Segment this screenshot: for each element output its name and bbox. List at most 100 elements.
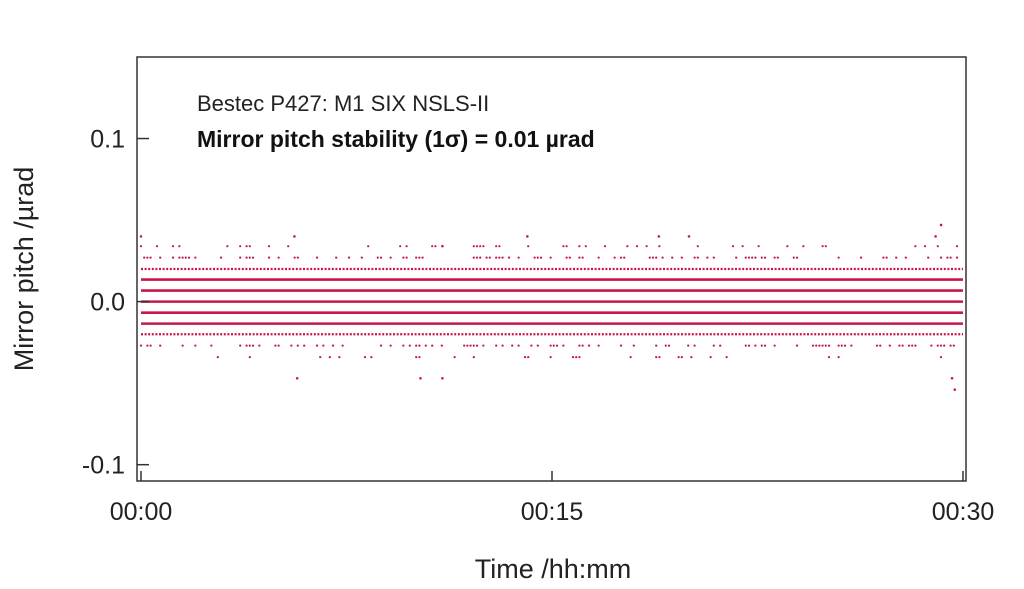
- data-point: [949, 256, 952, 259]
- data-point-outlier: [293, 235, 296, 238]
- data-point: [898, 344, 901, 347]
- x-tick-label: 00:30: [932, 498, 995, 526]
- data-point: [680, 356, 683, 359]
- data-point: [936, 344, 939, 347]
- data-point: [923, 245, 927, 248]
- data-point: [562, 344, 565, 347]
- data-point: [754, 344, 757, 347]
- data-point: [402, 344, 405, 347]
- data-point: [824, 245, 827, 248]
- data-point: [274, 344, 277, 347]
- data-point: [821, 245, 824, 248]
- data-point: [680, 256, 683, 259]
- data-point: [875, 344, 879, 347]
- data-point: [405, 256, 408, 259]
- data-point: [901, 344, 904, 347]
- axis-ticks: 00:00 00:15 00:30 0.1 0.0 -0.1: [82, 126, 994, 526]
- data-point: [475, 344, 479, 347]
- data-point: [843, 344, 847, 347]
- data-point: [879, 344, 882, 347]
- data-point: [399, 245, 402, 248]
- data-point: [296, 344, 299, 347]
- data-point-outlier: [657, 235, 661, 238]
- data-point: [763, 344, 767, 347]
- data-point: [482, 245, 485, 248]
- data-point: [655, 356, 658, 359]
- data-point: [488, 256, 491, 259]
- data-point: [418, 256, 421, 259]
- data-point: [258, 344, 261, 347]
- data-point: [939, 356, 943, 359]
- data-point: [143, 256, 146, 259]
- data-point: [623, 256, 626, 259]
- data-point: [389, 344, 392, 347]
- data-point: [802, 245, 805, 248]
- data-point: [927, 256, 930, 259]
- data-point: [536, 344, 539, 347]
- data-point: [696, 256, 699, 259]
- data-point: [773, 256, 776, 259]
- data-point: [578, 344, 581, 347]
- data-point: [955, 256, 959, 259]
- data-point: [661, 256, 664, 259]
- data-point: [949, 344, 952, 347]
- data-point: [239, 245, 242, 248]
- data-point: [664, 344, 667, 347]
- data-point: [139, 344, 143, 347]
- data-point: [735, 256, 738, 259]
- data-point: [943, 344, 946, 347]
- data-point: [421, 256, 424, 259]
- data-point: [517, 256, 520, 259]
- data-point: [952, 344, 955, 347]
- data-point: [453, 356, 456, 359]
- data-point: [469, 344, 472, 347]
- data-point: [888, 344, 891, 347]
- data-point: [367, 245, 370, 248]
- data-point: [440, 344, 443, 347]
- data-point: [815, 344, 818, 347]
- data-point: [751, 256, 754, 259]
- data-point: [731, 245, 735, 248]
- data-point: [747, 344, 751, 347]
- data-point: [418, 344, 421, 347]
- data-point: [527, 356, 530, 359]
- data-point: [248, 344, 251, 347]
- data-point: [824, 344, 827, 347]
- data-point: [895, 256, 898, 259]
- data-point: [303, 344, 306, 347]
- data-point-outlier: [526, 235, 529, 238]
- data-point: [495, 256, 498, 259]
- data-point: [693, 344, 696, 347]
- data-point: [581, 344, 584, 347]
- data-point: [376, 256, 379, 259]
- data-point: [511, 344, 514, 347]
- data-point: [194, 344, 197, 347]
- y-tick-label: 0.1: [90, 126, 125, 154]
- data-point: [187, 256, 191, 259]
- data-point: [347, 256, 351, 259]
- data-point: [613, 256, 616, 259]
- data-point: [575, 356, 578, 359]
- data-point: [936, 245, 939, 248]
- data-point: [776, 256, 779, 259]
- data-point: [296, 256, 299, 259]
- data-point: [658, 245, 661, 248]
- data-point: [245, 245, 248, 248]
- data-point: [363, 356, 367, 359]
- data-point: [744, 344, 747, 347]
- data-point: [171, 256, 175, 259]
- data-point: [687, 344, 690, 347]
- data-point: [677, 356, 680, 359]
- data-point: [248, 245, 251, 248]
- annotation-stability: Mirror pitch stability (1σ) = 0.01 µrad: [197, 126, 595, 152]
- y-tick-label: -0.1: [82, 452, 125, 480]
- data-point: [568, 256, 571, 259]
- data-point: [741, 245, 744, 248]
- data-point: [293, 256, 296, 259]
- data-point: [335, 256, 338, 259]
- data-point: [501, 344, 504, 347]
- data-point: [159, 256, 162, 259]
- data-point: [431, 245, 434, 248]
- data-point: [184, 256, 187, 259]
